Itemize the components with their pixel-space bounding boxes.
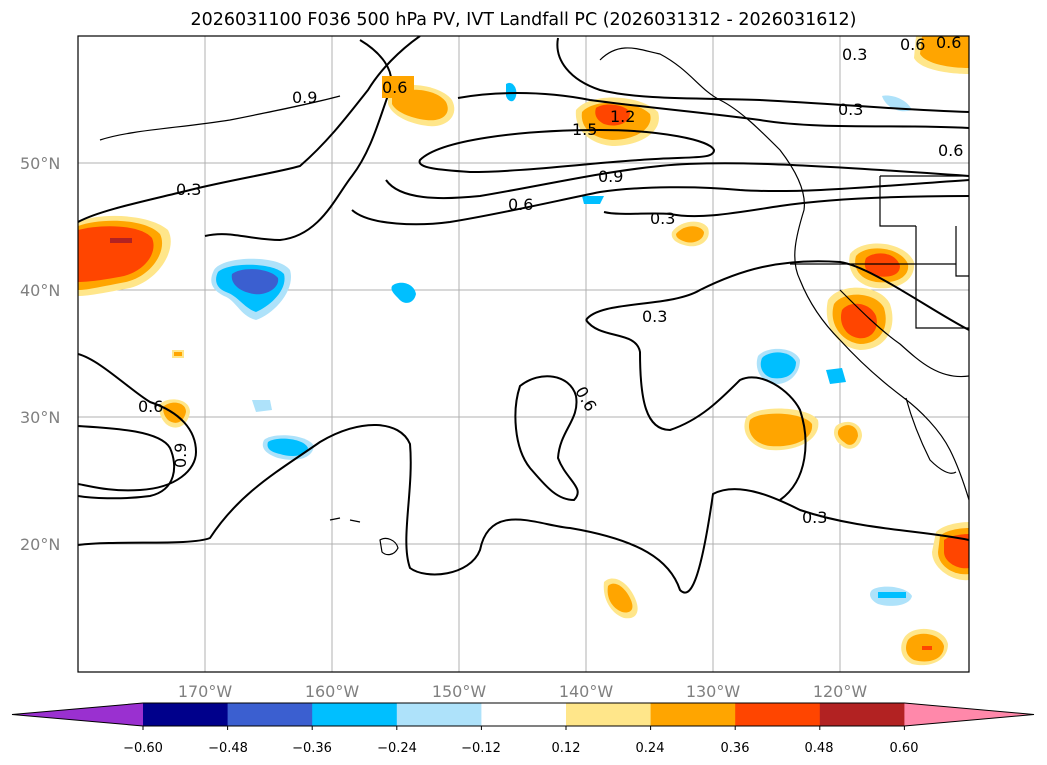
contour-label: 0.3 (838, 100, 863, 119)
map-frame (77, 35, 970, 673)
colorbar-segment (396, 703, 482, 726)
colorbar-tick-label: 0.24 (636, 741, 665, 756)
lon-label: 120°W (813, 682, 868, 701)
lat-label: 20°N (20, 535, 60, 554)
colorbar-segment (312, 703, 398, 726)
colorbar-tick-label: −0.24 (377, 741, 417, 756)
contour-label: 0.9 (598, 167, 623, 186)
contour-label: 0.6 (382, 78, 407, 97)
map-panel (78, 36, 969, 672)
lon-label: 150°W (432, 682, 487, 701)
colorbar-tick-label: 0.36 (721, 741, 750, 756)
contour-label: 0.3 (650, 209, 675, 228)
lon-labels: 170°W 160°W 150°W 140°W 130°W 120°W (178, 682, 868, 701)
colorbar-tick-label: −0.12 (461, 741, 501, 756)
colorbar-tick-label: −0.48 (208, 741, 248, 756)
colorbar-segment (227, 703, 313, 726)
contour-label: 1.2 (610, 107, 635, 126)
contour-label: 0.3 (802, 508, 827, 527)
colorbar-segment (481, 703, 567, 726)
pv-contours (78, 36, 969, 594)
contour-label: 0.9 (171, 443, 190, 468)
lat-label: 30°N (20, 408, 60, 427)
contour-label: 1.5 (572, 120, 597, 139)
contour-label: 0.3 (176, 180, 201, 199)
contour-label: 0.3 (642, 307, 667, 326)
lat-labels: 50°N 40°N 30°N 20°N (20, 154, 60, 554)
lon-label: 130°W (686, 682, 741, 701)
colorbar (11, 702, 1035, 730)
lat-label: 40°N (20, 281, 60, 300)
gridlines (78, 36, 969, 672)
colorbar-segment (650, 703, 736, 726)
lon-label: 140°W (559, 682, 614, 701)
contour-label: 0.6 (138, 397, 163, 416)
lon-label: 160°W (305, 682, 360, 701)
colorbar-segment (566, 703, 652, 726)
colorbar-tick-label: −0.36 (292, 741, 332, 756)
lat-label: 50°N (20, 154, 60, 173)
contour-label: 0.6 (508, 195, 533, 214)
colorbar-segment (819, 703, 905, 726)
colorbar-segment (143, 703, 229, 726)
colorbar-tick-label: 0.60 (890, 741, 919, 756)
colorbar-extend-low (12, 703, 143, 726)
pc-negative-blobs (211, 82, 912, 606)
coastlines (99, 47, 969, 556)
contour-labels: 0.6 0.9 1.2 1.5 0.3 0.6 0.9 0.3 0.6 0.3 … (138, 33, 963, 527)
contour-label: 0.6 (938, 141, 963, 160)
colorbar-tick-label: 0.48 (805, 741, 834, 756)
contour-label: 0.3 (842, 45, 867, 64)
colorbar-extend-high (904, 703, 1034, 726)
colorbar-segment (735, 703, 821, 726)
contour-label: 0.6 (900, 35, 925, 54)
map-title: 2026031100 F036 500 hPa PV, IVT Landfall… (190, 10, 857, 30)
colorbar-tick-label: −0.60 (123, 741, 163, 756)
lon-label: 170°W (178, 682, 233, 701)
colorbar-tick-label: 0.12 (552, 741, 581, 756)
contour-label: 0.6 (936, 33, 961, 52)
colorbar-tick-labels: −0.60 −0.48 −0.36 −0.24 −0.12 0.12 0.24 … (123, 741, 918, 756)
contour-label: 0.9 (292, 88, 317, 107)
